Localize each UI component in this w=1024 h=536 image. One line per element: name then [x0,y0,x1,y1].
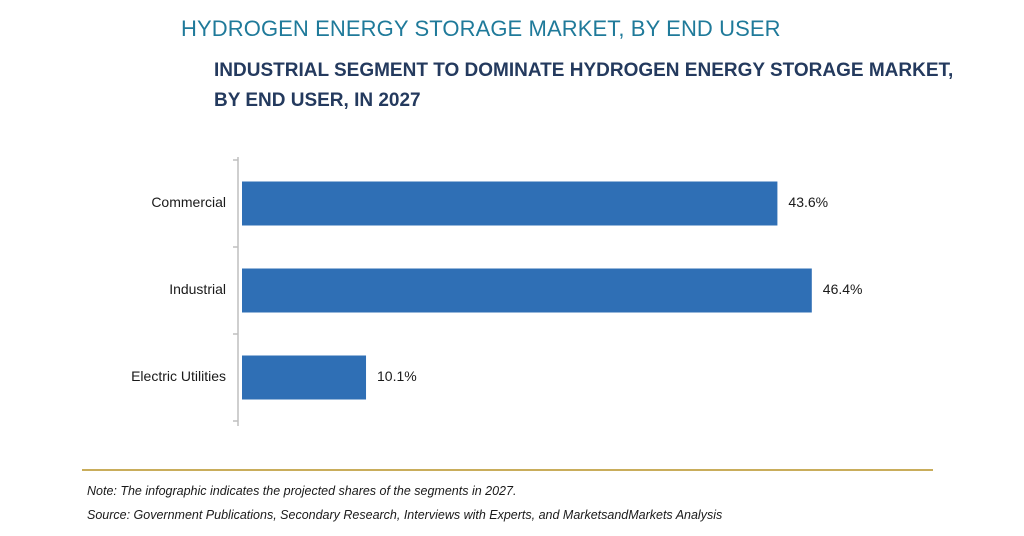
footer-divider [82,469,933,471]
bar-commercial [242,181,778,226]
bar-chart: Commercial 43.6% Industrial 46.4% Electric U… [131,157,863,426]
chart-area: Commercial 43.6% Industrial 46.4% Electric U… [0,150,1024,450]
value-label: 43.6% [788,194,828,210]
bar-industrial [242,268,812,313]
value-label: 10.1% [377,368,417,384]
category-label: Commercial [151,194,226,210]
footnote: Note: The infographic indicates the proj… [87,484,517,498]
value-label: 46.4% [823,281,863,297]
category-label: Industrial [169,281,226,297]
chart-subtitle: INDUSTRIAL SEGMENT TO DOMINATE HYDROGEN … [214,60,954,111]
bar-electric-utilities [242,355,367,400]
source-note: Source: Government Publications, Seconda… [87,508,723,522]
category-label: Electric Utilities [131,368,226,384]
chart-title: HYDROGEN ENERGY STORAGE MARKET, BY END U… [181,16,781,41]
